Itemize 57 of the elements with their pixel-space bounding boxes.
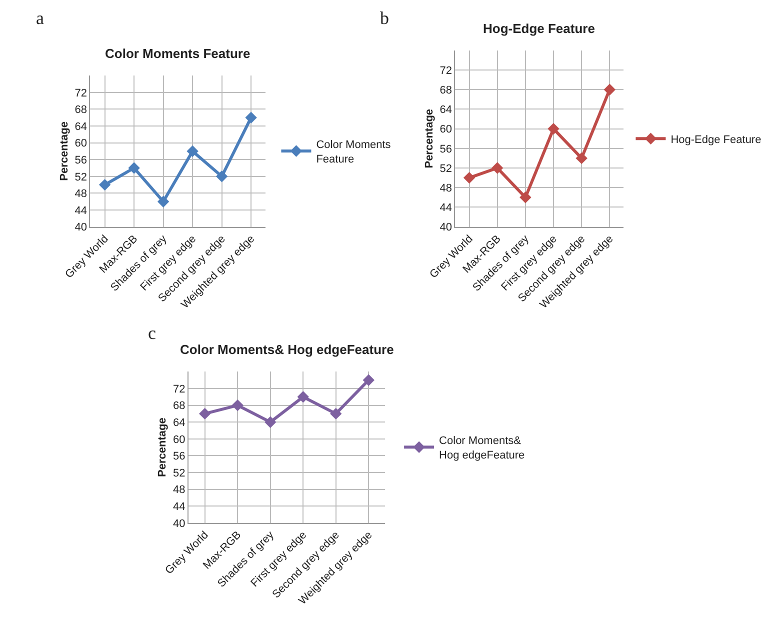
chart-title: Color Moments Feature: [105, 46, 250, 61]
y-tick-label: 68: [173, 400, 186, 412]
y-tick-label: 60: [74, 138, 87, 150]
y-tick-label: 68: [440, 84, 452, 96]
point: [186, 145, 198, 158]
y-tick-label: 52: [74, 171, 87, 184]
point: [463, 172, 476, 184]
y-tick-label: 56: [74, 154, 87, 166]
y-tick-label: 40: [74, 222, 87, 234]
y-tick-label: 40: [440, 222, 452, 234]
point: [548, 122, 560, 135]
point: [128, 162, 140, 174]
text: b: [380, 8, 389, 28]
y-tick-label: 64: [440, 104, 452, 116]
text: c: [148, 323, 156, 343]
y-tick-label: 72: [440, 64, 452, 77]
chart-title: Color Moments& Hog edgeFeature: [180, 342, 394, 357]
point: [297, 391, 309, 403]
chart-title: Hog-Edge Feature: [483, 21, 595, 36]
y-tick-label: 48: [173, 484, 186, 496]
y-tick-label: 44: [74, 204, 87, 217]
legend-label: Color Moments& Hog edgeFeature: [439, 435, 525, 462]
point: [157, 196, 170, 208]
point: [264, 416, 276, 428]
point: [98, 178, 111, 191]
y-tick-label: 48: [440, 182, 452, 194]
y-tick-label: 72: [173, 383, 186, 396]
point: [491, 162, 504, 174]
y-axis-title: Percentage: [58, 122, 70, 181]
y-tick-label: 44: [440, 202, 452, 214]
y-tick-label: 64: [173, 416, 186, 429]
point: [232, 399, 244, 412]
y-tick-label: 60: [440, 124, 452, 136]
point: [216, 170, 228, 182]
point: [520, 192, 532, 204]
point: [576, 152, 588, 164]
y-tick-label: 52: [440, 162, 452, 175]
y-tick-label: 44: [173, 500, 186, 513]
y-tick-label: 68: [74, 104, 87, 116]
y-axis-title: Percentage: [423, 108, 436, 168]
y-tick-label: 64: [74, 120, 87, 133]
y-tick-label: 72: [74, 87, 87, 100]
legend-label: Color Moments Feature: [316, 139, 392, 166]
y-tick-label: 60: [173, 434, 186, 446]
point: [198, 408, 211, 420]
y-tick-label: 56: [173, 450, 186, 463]
y-tick-label: 52: [173, 467, 186, 480]
y-tick-label: 48: [74, 188, 87, 200]
y-tick-label: 56: [440, 143, 452, 156]
point: [245, 112, 257, 124]
y-tick-label: 40: [173, 518, 186, 530]
point: [604, 84, 616, 96]
y-axis-title: Percentage: [156, 418, 169, 477]
point: [330, 408, 342, 420]
text: a: [36, 8, 44, 28]
point: [362, 374, 374, 386]
legend-label: Hog-Edge Feature: [670, 134, 762, 146]
